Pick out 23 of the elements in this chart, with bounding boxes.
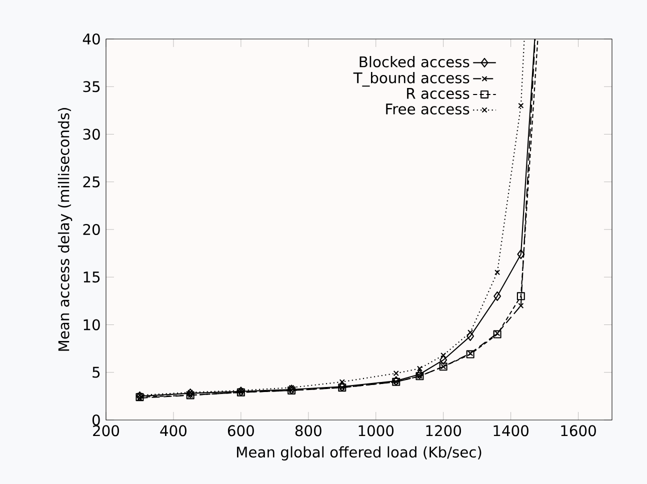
legend-label: T_bound access: [353, 72, 470, 87]
y-tick-label: 40: [82, 33, 100, 45]
y-tick-label: 20: [83, 224, 100, 236]
x-tick-label: 1600: [561, 425, 596, 436]
y-tick-label: 5: [92, 366, 100, 378]
y-tick-label: 15: [84, 272, 100, 283]
x-tick-label: 1200: [426, 425, 461, 436]
legend-label: R access: [407, 88, 470, 99]
x-tick-label: 800: [295, 425, 322, 436]
y-axis-title: Mean access delay (milliseconds): [58, 108, 72, 351]
y-tick-label: 10: [84, 319, 100, 330]
y-tick-label: 0: [92, 414, 100, 426]
x-tick-label: 1000: [358, 425, 394, 436]
x-axis-title: Mean global offered load (Kb/sec): [237, 446, 482, 460]
x-tick-label: 200: [93, 425, 120, 436]
x-tick-label: 600: [228, 425, 254, 436]
x-tick-label: 1400: [494, 425, 528, 436]
y-tick-label: 25: [83, 176, 100, 188]
y-tick-label: 35: [83, 81, 100, 92]
x-tick-label: 400: [160, 425, 186, 436]
legend-label: Blocked access: [360, 56, 470, 68]
legend-label: Free access: [386, 104, 470, 114]
y-tick-label: 30: [83, 128, 100, 140]
